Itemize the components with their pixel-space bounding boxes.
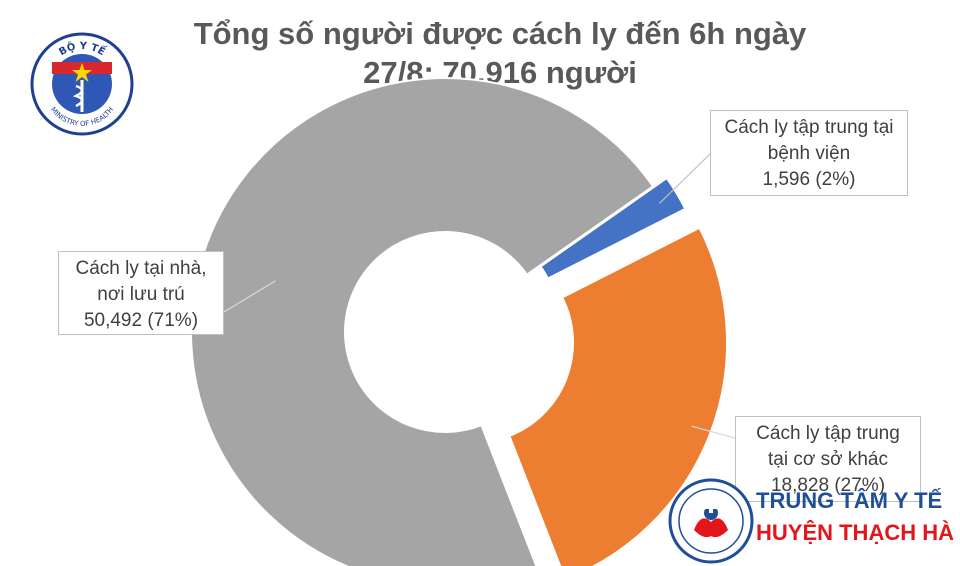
callout-home: Cách ly tại nhà, nơi lưu trú 50,492 (71%…: [58, 251, 224, 335]
callout-hospital-value: 1,596 (2%): [762, 169, 856, 190]
slice-hospital: [539, 176, 687, 280]
leader-line-hospital: [658, 151, 713, 204]
callout-other-line-2: tại cơ sở khác: [768, 449, 888, 470]
moh-logo-top-text: BỘ Y TẾ: [57, 40, 109, 59]
slice-home: [190, 77, 655, 566]
leader-line-home: [223, 280, 276, 313]
callout-other-facility: Cách ly tập trung tại cơ sở khác 18,828 …: [735, 416, 921, 502]
callout-home-line-2: nơi lưu trú: [97, 284, 185, 305]
brand-line-1: TRUNG TÂM Y TẾ: [756, 488, 943, 513]
callout-other-line-1: Cách ly tập trung: [756, 423, 900, 444]
ministry-of-health-logo: BỘ Y TẾ MINISTRY OF HEALTH: [30, 32, 134, 136]
health-center-logo: [668, 478, 754, 564]
slice-other-facility: [508, 226, 729, 566]
brand-line-2: HUYỆN THẠCH HÀ: [756, 520, 954, 545]
callout-home-value: 50,492 (71%): [83, 310, 199, 331]
leader-line-other-facility: [691, 425, 743, 441]
brand-watermark: TRUNG TÂM Y TẾ HUYỆN THẠCH HÀ: [668, 476, 958, 564]
callout-other-value: 18,828 (27%): [770, 475, 886, 496]
chart-title-line-1: Tổng số người được cách ly đến 6h ngày: [193, 16, 807, 51]
callout-home-line-1: Cách ly tại nhà,: [75, 258, 207, 279]
callout-hospital: Cách ly tập trung tại bệnh viện 1,596 (2…: [710, 110, 908, 196]
callout-hospital-line-2: bệnh viện: [767, 143, 851, 164]
callout-hospital-line-1: Cách ly tập trung tại: [724, 117, 894, 138]
